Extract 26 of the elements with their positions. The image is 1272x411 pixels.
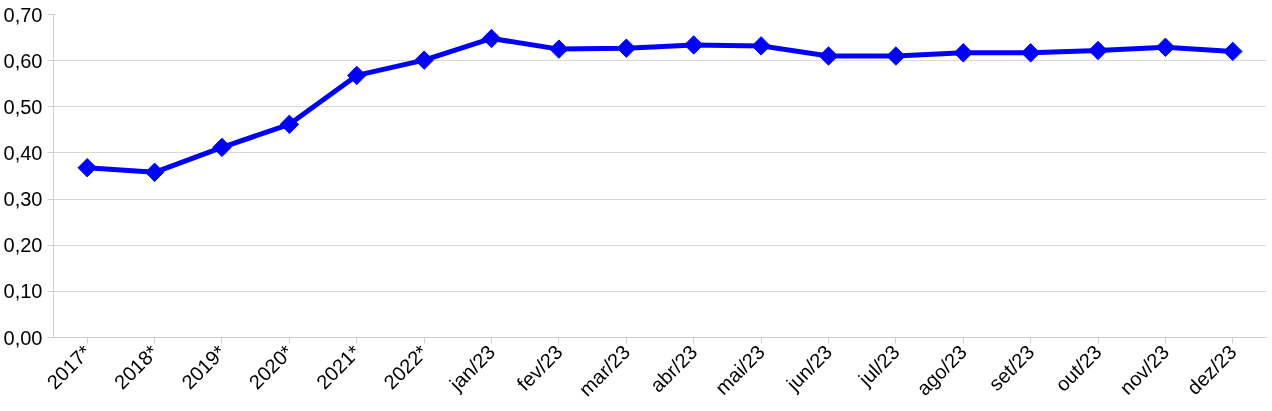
y-tick-label: 0,20 [3, 234, 43, 257]
y-tick-label: 0,60 [3, 49, 43, 72]
point [1020, 43, 1041, 63]
point [1155, 37, 1176, 57]
point [212, 137, 232, 158]
point [77, 158, 97, 178]
point [751, 36, 771, 56]
point [1088, 40, 1108, 61]
point [616, 38, 636, 58]
point [684, 35, 704, 55]
point [886, 46, 906, 66]
y-tick-label: 0,40 [3, 141, 43, 164]
point [818, 46, 839, 66]
y-tick-label: 0,10 [3, 280, 43, 303]
y-tick-label: 0,50 [3, 95, 43, 118]
point [347, 65, 367, 86]
y-tick-label: 0,70 [3, 3, 43, 26]
point [279, 114, 300, 135]
point [1223, 41, 1243, 62]
point [481, 28, 502, 49]
y-tick-label: 0,30 [3, 188, 43, 211]
point [549, 39, 569, 59]
point [414, 50, 434, 70]
point [953, 43, 973, 63]
y-tick-label: 0,00 [3, 326, 43, 349]
point [144, 162, 165, 182]
